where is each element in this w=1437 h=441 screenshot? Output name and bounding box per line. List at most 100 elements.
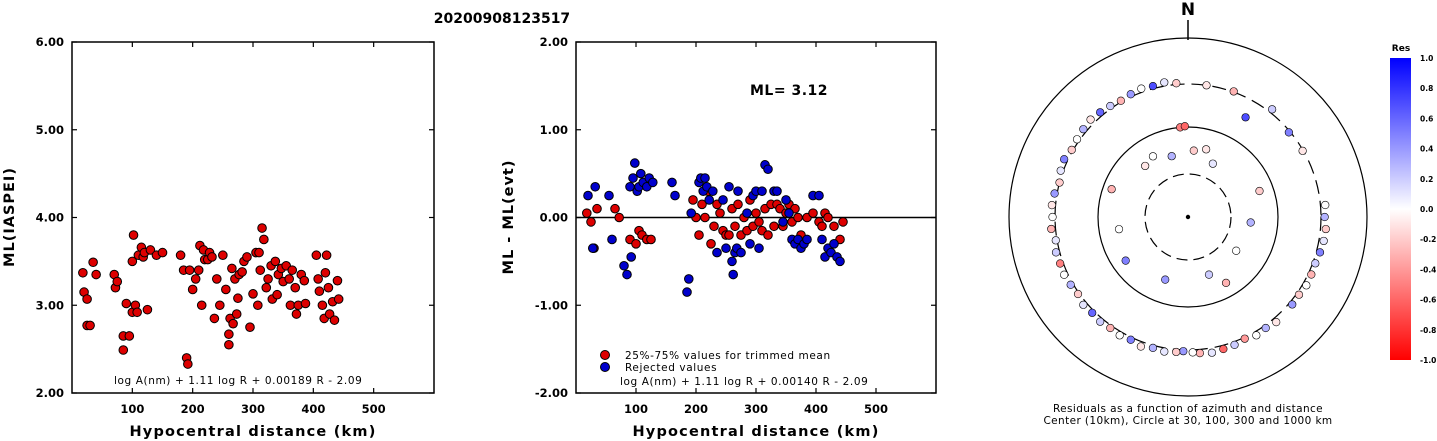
p1-x-tick-label: 500 <box>362 402 386 416</box>
p2-data-point <box>781 195 791 205</box>
station-residual-point <box>1050 189 1059 198</box>
p2-data-point <box>835 256 845 267</box>
p1-y-tick-label: 3.00 <box>36 298 64 312</box>
station-residual-point <box>1051 248 1061 257</box>
station-residual-point <box>1088 308 1097 317</box>
station-residual-point <box>1252 331 1261 340</box>
p2-data-point <box>686 208 697 218</box>
p1-data-point <box>85 320 95 331</box>
p2-data-point <box>648 177 658 188</box>
azimuth-residual-panel: N Residuals as a function of azimuth and… <box>1008 0 1368 427</box>
p1-data-point <box>145 245 156 255</box>
p1-data-point <box>300 298 311 309</box>
p1-data-point <box>248 289 258 299</box>
station-residual-point <box>1047 224 1056 234</box>
p2-data-point <box>700 173 710 183</box>
p1-data-point <box>224 339 234 350</box>
p2-x-tick-label: 300 <box>744 402 768 416</box>
station-residual-point <box>1195 349 1205 358</box>
station-residual-point <box>1073 289 1083 299</box>
p1-data-point <box>255 265 266 275</box>
p1-data-point <box>242 252 252 262</box>
p2-data-point <box>823 212 833 223</box>
station-residual-point <box>1302 281 1311 290</box>
p2-x-tick-label: 100 <box>624 402 648 416</box>
p2-data-point <box>778 217 788 227</box>
station-residual-point <box>1106 323 1115 333</box>
p1-data-point <box>284 274 295 284</box>
station-residual-point <box>1148 152 1158 161</box>
station-residual-point <box>1255 186 1264 196</box>
p1-data-point <box>218 250 228 261</box>
p2-data-point <box>694 230 704 240</box>
p1-data-point <box>259 234 269 245</box>
station-residual-point <box>1284 128 1293 137</box>
p2-data-point <box>631 239 641 249</box>
station-residual-point <box>1096 108 1105 117</box>
p1-data-point <box>287 265 298 275</box>
station-residual-point <box>1121 256 1130 265</box>
station-residual-point <box>1172 347 1181 357</box>
p2-data-point <box>721 243 731 254</box>
p1-data-point <box>272 289 282 300</box>
p2-data-point <box>745 239 755 249</box>
p1-data-point <box>233 293 243 304</box>
colorbar-gradient <box>1390 58 1411 360</box>
station-residual-point <box>1141 161 1150 171</box>
p2-x-axis-label: Hypocentral distance (km) <box>632 424 879 440</box>
station-residual-point <box>1051 236 1060 245</box>
p1-data-point <box>237 267 247 277</box>
station-residual-point <box>1096 317 1105 326</box>
station-residual-point <box>1202 145 1211 154</box>
p1-data-point <box>157 247 168 258</box>
p1-data-point <box>313 274 323 284</box>
station-residual-point <box>1079 125 1088 134</box>
p1-data-point <box>132 307 142 318</box>
legend-rejected-label: Rejected values <box>625 362 717 374</box>
polar-caption-line1: Residuals as a function of azimuth and d… <box>1053 403 1323 415</box>
station-residual-point <box>1221 278 1231 287</box>
p2-data-point <box>814 190 824 201</box>
station-residual-point <box>1048 212 1057 222</box>
north-label: N <box>1181 0 1195 20</box>
p1-data-point <box>127 256 138 267</box>
station-residual-point <box>1307 270 1316 279</box>
p1-formula: log A(nm) + 1.11 log R + 0.00189 R - 2.0… <box>114 375 362 387</box>
colorbar-tick-label: -0.8 <box>1420 326 1436 335</box>
p1-data-point <box>82 294 92 304</box>
p2-data-point <box>582 208 592 218</box>
p2-data-point <box>829 221 839 232</box>
p2-data-point <box>610 203 620 214</box>
p2-x-tick-label: 400 <box>804 402 828 416</box>
p1-data-point <box>112 276 123 287</box>
station-residual-point <box>1240 334 1249 343</box>
p2-data-point <box>754 217 764 227</box>
station-residual-point <box>1208 159 1217 168</box>
station-residual-point <box>1172 79 1181 88</box>
station-residual-point <box>1047 200 1056 210</box>
p2-data-point <box>817 221 827 232</box>
station-residual-point <box>1079 300 1088 309</box>
colorbar-tick-label: 0.4 <box>1420 145 1433 154</box>
p1-x-axis-label: Hypocentral distance (km) <box>129 424 376 440</box>
colorbar-tick-label: -0.6 <box>1420 296 1436 305</box>
station-residual-point <box>1136 342 1145 351</box>
station-residual-point <box>1298 146 1307 155</box>
p2-data-point <box>688 195 698 205</box>
p2-formula: log A(nm) + 1.11 log R + 0.00140 R - 2.0… <box>620 376 868 388</box>
station-residual-point <box>1294 290 1304 299</box>
polar-caption-line2: Center (10km), Circle at 30, 100, 300 an… <box>1043 415 1332 427</box>
p2-x-tick-label: 500 <box>864 402 888 416</box>
station-residual-point <box>1160 347 1169 356</box>
station-residual-point <box>1179 347 1188 356</box>
residual-colorbar: Res 1.0 0.8 0.6 0.4 0.2 0.0 -0.2 -0.4 -0.6 -0.8 -1… <box>1390 44 1436 365</box>
p2-y-axis-label: ML - ML(evt) <box>501 160 517 275</box>
p1-data-point <box>215 300 225 311</box>
circle-1000km <box>1008 37 1368 397</box>
p2-data-point <box>583 190 593 201</box>
p3-points <box>1047 78 1330 358</box>
p1-data-point <box>196 300 207 311</box>
p1-x-tick-label: 400 <box>301 402 325 416</box>
p1-data-point <box>323 282 334 293</box>
p2-data-point <box>784 208 794 218</box>
